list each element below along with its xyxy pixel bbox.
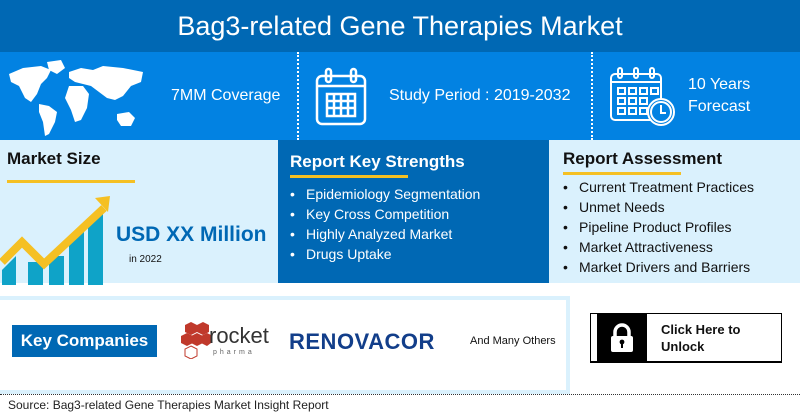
footer-divider [0, 394, 800, 395]
forecast-period: 10 Years Forecast [688, 52, 750, 140]
market-size-year: in 2022 [129, 254, 162, 265]
unlock-button[interactable]: Click Here to Unlock [590, 312, 782, 363]
unlock-label-line1: Click Here to [661, 321, 741, 337]
report-assessment-title: Report Assessment [563, 149, 723, 168]
study-period: Study Period : 2019-2032 [389, 52, 570, 140]
rocket-logo-text: rocket [209, 323, 269, 348]
list-item: Highly Analyzed Market [290, 224, 480, 244]
list-item: Epidemiology Segmentation [290, 184, 480, 204]
report-assessment-panel: Report Assessment Current Treatment Prac… [545, 140, 800, 283]
key-companies-label: Key Companies [20, 331, 149, 350]
title-underline [290, 175, 408, 178]
geo-coverage-label: 7MM Coverage [171, 87, 281, 104]
list-item: Drugs Uptake [290, 244, 480, 264]
list-item: Market Attractiveness [563, 237, 754, 257]
list-item: Unmet Needs [563, 197, 754, 217]
key-strengths-list: Epidemiology Segmentation Key Cross Comp… [290, 184, 480, 264]
market-size-panel: Market Size USD XX Million in 2022 [0, 140, 278, 286]
forecast-line2: Forecast [688, 98, 751, 115]
calendar-icon [314, 66, 368, 128]
calendar-clock-icon [608, 66, 678, 128]
divider [297, 52, 299, 140]
title-underline [563, 172, 681, 175]
key-strengths-title: Report Key Strengths [290, 152, 465, 171]
source-text: Source: Bag3-related Gene Therapies Mark… [8, 398, 329, 412]
header: Bag3-related Gene Therapies Market [0, 0, 800, 52]
renovacor-logo-text: RENOVACOR [289, 329, 435, 354]
forecast-line1: 10 Years [688, 76, 751, 93]
growth-chart-icon [0, 190, 112, 286]
unlock-label-line2: Unlock [661, 338, 705, 354]
list-item: Key Cross Competition [290, 204, 480, 224]
list-item: Pipeline Product Profiles [563, 217, 754, 237]
key-strengths-panel: Report Key Strengths Epidemiology Segmen… [278, 140, 545, 283]
rocket-pharma-logo: rocket pharma [181, 321, 273, 361]
renovacor-logo: RENOVACOR [289, 329, 435, 355]
unlock-label: Click Here to Unlock [661, 321, 771, 355]
market-size-title: Market Size [7, 149, 101, 168]
lock-icon [597, 312, 647, 363]
and-many-others: And Many Others [470, 335, 556, 347]
title-underline [7, 180, 135, 183]
key-companies-badge: Key Companies [12, 325, 157, 357]
study-period-label: Study Period : 2019-2032 [389, 87, 571, 104]
list-item: Market Drivers and Barriers [563, 257, 754, 277]
world-map-icon [3, 56, 149, 138]
divider [591, 52, 593, 140]
rocket-logo-sub: pharma [213, 349, 255, 356]
page-title: Bag3-related Gene Therapies Market [177, 10, 623, 41]
geo-coverage: 7MM Coverage [171, 52, 280, 140]
report-assessment-list: Current Treatment Practices Unmet Needs … [563, 177, 754, 277]
list-item: Current Treatment Practices [563, 177, 754, 197]
market-size-value: USD XX Million [116, 223, 267, 246]
coverage-band: 7MM Coverage Study Period : 2019-2032 [0, 52, 800, 140]
